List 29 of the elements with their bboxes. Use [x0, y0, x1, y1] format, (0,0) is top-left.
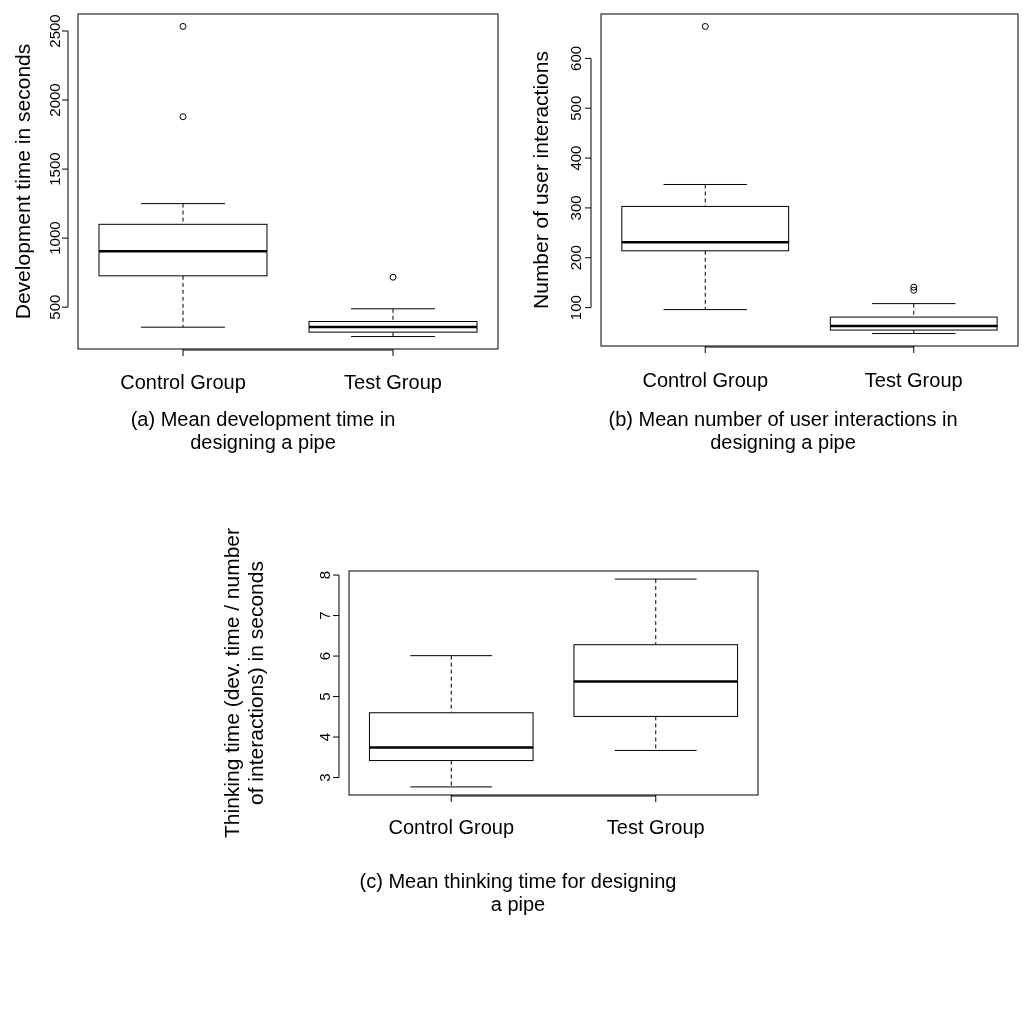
y-tick-label: 4 — [316, 732, 333, 742]
y-tick-label: 400 — [567, 145, 584, 171]
y-tick-label: 5 — [316, 692, 333, 701]
y-tick-label: 2000 — [46, 83, 63, 117]
x-tick-label: Test Group — [606, 816, 705, 838]
y-tick-label: 500 — [567, 95, 584, 121]
text: (a) Mean development time in designing a pipe — [130, 408, 396, 453]
y-tick-label: 7 — [316, 611, 333, 620]
x-tick-label: Test Group — [864, 369, 963, 391]
y-axis-title: Development time in seconds — [11, 43, 34, 320]
x-tick-label: Control Group — [388, 816, 515, 838]
y-axis-title: Thinking time (dev. time / number of interactions) in seconds — [220, 527, 267, 839]
y-tick-label: 6 — [316, 651, 333, 661]
text: (b) Mean number of user interactions in designing a pipe — [608, 408, 958, 453]
y-tick-label: 8 — [316, 570, 333, 580]
y-axis-title: Number of user interactions — [529, 51, 552, 309]
x-tick-label: Control Group — [642, 369, 769, 391]
y-tick-label: 2500 — [46, 14, 63, 48]
x-tick-label: Control Group — [120, 371, 246, 393]
y-tick-label: 500 — [46, 294, 63, 320]
y-tick-label: 1500 — [46, 152, 63, 186]
y-tick-label: 600 — [567, 45, 584, 71]
y-tick-label: 200 — [567, 245, 584, 271]
x-tick-label: Test Group — [344, 371, 442, 393]
y-tick-label: 100 — [567, 295, 584, 321]
y-tick-label: 3 — [316, 773, 333, 782]
text: (c) Mean thinking time for designing a pipe — [359, 870, 677, 915]
y-tick-label: 1000 — [46, 221, 63, 255]
y-tick-label: 300 — [567, 195, 584, 221]
